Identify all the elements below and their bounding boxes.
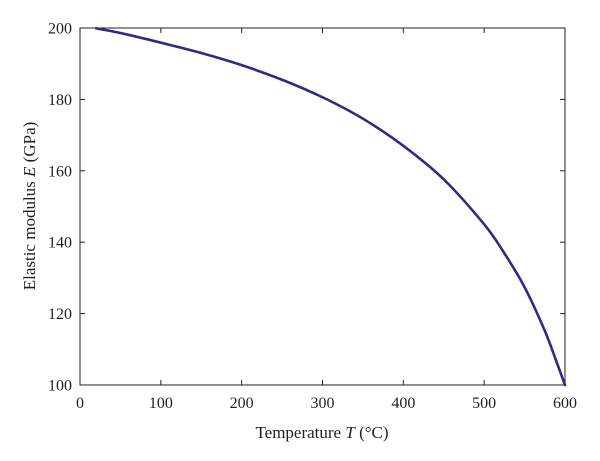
x-tick-label: 400 [391, 395, 415, 412]
x-tick-label: 200 [230, 395, 254, 412]
y-axis-label: Elastic modulus E (GPa) [20, 122, 39, 291]
x-tick-label: 300 [311, 395, 335, 412]
y-tick-label: 140 [48, 235, 72, 252]
x-tick-label: 0 [76, 395, 84, 412]
series-line [94, 27, 567, 387]
x-tick-label: 600 [553, 395, 577, 412]
y-tick-label: 160 [48, 163, 72, 180]
plot-frame [79, 27, 566, 386]
x-tick-label: 100 [149, 395, 173, 412]
x-tick-label: 500 [472, 395, 496, 412]
y-tick-label: 120 [48, 306, 72, 323]
tick-marks [79, 27, 566, 386]
y-tick-labels: 100 120 140 160 180 200 [48, 21, 72, 395]
y-tick-label: 100 [48, 378, 72, 395]
y-tick-label: 180 [48, 92, 72, 109]
y-tick-label: 200 [48, 21, 72, 38]
x-axis-label: Temperature T (°C) [255, 423, 388, 442]
x-tick-labels: 0 100 200 300 400 500 600 [76, 395, 577, 412]
